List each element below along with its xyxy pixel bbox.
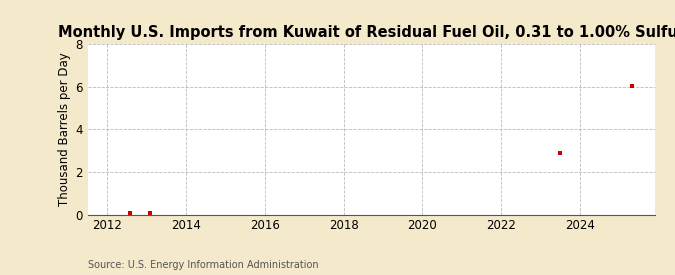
Point [144,211,155,215]
Y-axis label: Thousand Barrels per Day: Thousand Barrels per Day [58,52,72,206]
Point [627,83,638,88]
Point [125,211,136,215]
Point [555,150,566,155]
Title: Monthly U.S. Imports from Kuwait of Residual Fuel Oil, 0.31 to 1.00% Sulfur: Monthly U.S. Imports from Kuwait of Resi… [58,25,675,40]
Text: Source: U.S. Energy Information Administration: Source: U.S. Energy Information Administ… [88,260,319,270]
